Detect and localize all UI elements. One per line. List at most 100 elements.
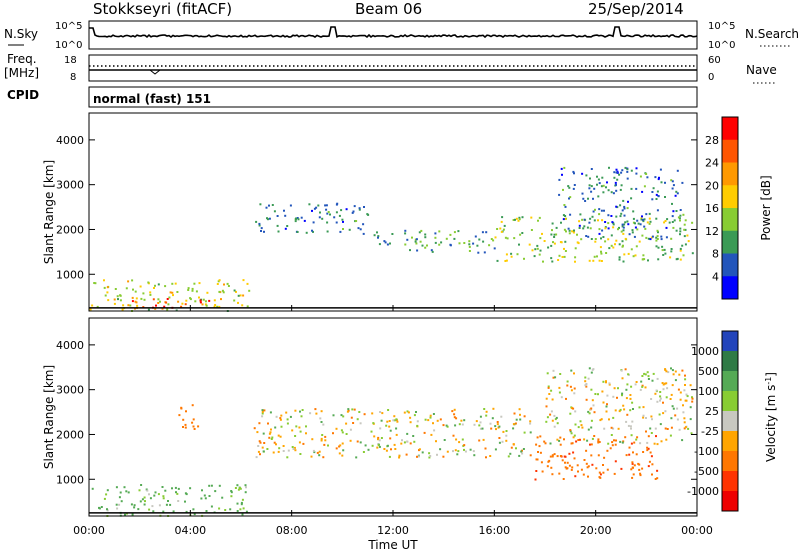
- velocity-cell: [689, 406, 692, 409]
- power-cell: [679, 214, 682, 217]
- power-cell: [675, 210, 678, 212]
- velocity-cell: [418, 448, 421, 451]
- power-cell: [474, 235, 477, 238]
- velocity-cell: [664, 410, 667, 413]
- velocity-cell: [595, 467, 598, 470]
- velocity-cell: [539, 435, 542, 438]
- velocity-cell: [560, 396, 563, 399]
- velocity-cell: [599, 419, 602, 422]
- velocity-cell: [423, 431, 426, 434]
- velocity-cell: [161, 486, 164, 488]
- velocity-cell: [124, 513, 126, 516]
- power-cell: [404, 243, 407, 246]
- velocity-cell: [182, 426, 184, 428]
- power-colorbar-swatch: [722, 139, 738, 163]
- velocity-cell: [313, 451, 316, 454]
- velocity-cell: [566, 380, 569, 383]
- power-cell: [641, 234, 644, 237]
- velocity-cell: [643, 372, 646, 375]
- velocity-cell: [678, 373, 681, 376]
- velocity-cell: [273, 441, 276, 444]
- power-cell: [376, 231, 378, 234]
- power-cell: [193, 282, 196, 285]
- velocity-cell: [685, 393, 688, 396]
- velocity-cell: [575, 440, 578, 443]
- power-cell: [174, 282, 177, 285]
- velocity-cell: [665, 438, 668, 441]
- velocity-cell: [184, 423, 187, 426]
- power-cell: [191, 287, 194, 290]
- power-cell: [655, 236, 658, 239]
- velocity-cell: [662, 383, 665, 386]
- velocity-cell: [338, 452, 341, 455]
- velocity-cell: [536, 436, 539, 439]
- cpid-label: CPID: [7, 88, 39, 102]
- velocity-cell: [569, 430, 572, 433]
- velocity-cell: [282, 450, 285, 452]
- power-cell: [572, 170, 575, 173]
- power-cell: [268, 217, 271, 220]
- power-cell: [171, 282, 174, 285]
- velocity-cell: [572, 407, 575, 410]
- velocity-cell: [279, 435, 282, 438]
- velocity-cell: [677, 388, 680, 391]
- power-cell: [154, 284, 156, 287]
- velocity-cell: [123, 486, 126, 489]
- velocity-cell: [191, 421, 194, 424]
- nsky-left-tick-high: 10^5: [55, 21, 82, 32]
- power-cell: [513, 237, 516, 240]
- power-cell: [602, 191, 605, 194]
- power-cell: [378, 243, 381, 246]
- velocity-cell: [300, 415, 303, 418]
- velocity-cell: [498, 425, 501, 428]
- power-cell: [590, 185, 593, 188]
- power-cell: [500, 230, 503, 233]
- power-cell: [641, 190, 644, 193]
- power-cell: [516, 253, 519, 256]
- velocity-cell: [133, 506, 136, 509]
- velocity-cell: [629, 394, 632, 396]
- power-cell: [242, 279, 245, 282]
- velocity-cell: [561, 459, 564, 462]
- velocity-cell: [570, 389, 573, 392]
- power-cell: [325, 208, 328, 211]
- velocity-cell: [568, 452, 571, 455]
- power-cell: [103, 286, 106, 289]
- velocity-cell: [608, 383, 611, 386]
- power-cell: [568, 197, 570, 200]
- velocity-colorbar-tick: 500: [698, 365, 719, 378]
- velocity-cell: [587, 475, 589, 478]
- power-colorbar-tick: 24: [705, 157, 719, 170]
- power-cell: [587, 235, 590, 238]
- velocity-cell: [639, 442, 642, 445]
- velocity-cell: [341, 431, 344, 434]
- velocity-cell: [380, 419, 383, 422]
- velocity-cell: [371, 444, 374, 447]
- velocity-cell: [244, 484, 247, 487]
- velocity-cell: [184, 426, 187, 429]
- velocity-cell: [679, 391, 682, 394]
- power-cell: [623, 205, 626, 208]
- power-cell: [612, 192, 615, 195]
- velocity-cell: [398, 456, 401, 459]
- velocity-cell: [127, 491, 130, 494]
- power-cell: [315, 206, 318, 209]
- velocity-cell: [649, 427, 652, 430]
- power-cell: [643, 185, 646, 188]
- date-title: 25/Sep/2014: [588, 0, 684, 18]
- velocity-cell: [377, 436, 380, 439]
- velocity-cell: [359, 441, 362, 444]
- power-cell: [189, 298, 192, 301]
- power-cell: [679, 233, 681, 236]
- velocity-cell: [612, 427, 615, 430]
- velocity-cell: [570, 432, 573, 435]
- velocity-cell: [230, 491, 233, 494]
- power-cell: [468, 240, 471, 243]
- power-cell: [294, 220, 297, 223]
- velocity-cell: [647, 378, 650, 380]
- power-cell: [551, 222, 554, 225]
- power-cell: [166, 298, 169, 300]
- velocity-cell: [286, 456, 289, 459]
- velocity-cell: [253, 427, 256, 430]
- velocity-cell: [549, 455, 552, 458]
